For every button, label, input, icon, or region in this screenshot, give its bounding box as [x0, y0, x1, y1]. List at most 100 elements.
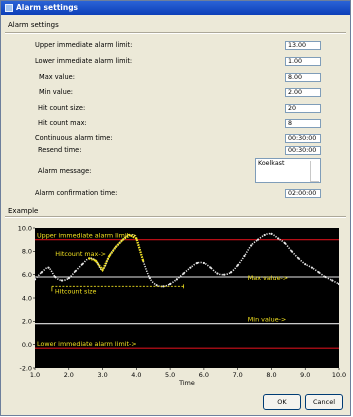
- example-divider: [5, 216, 346, 218]
- data-point: [243, 254, 246, 258]
- data-point: [162, 285, 165, 288]
- x-tick-label: 10.0: [332, 371, 346, 379]
- settings-group-title: Alarm settings: [8, 21, 59, 29]
- lower-limit-label: Lower immediate alarm limit:: [35, 57, 133, 65]
- example-chart: 10.0 8.0 6.0 4.0 2.0 0.0 -2.01.0 2.0 3.0 4.0 5.0 6.…: [18, 224, 346, 387]
- data-point: [114, 245, 118, 248]
- alarm-message-input[interactable]: Koelkast: [255, 158, 321, 183]
- data-point: [229, 271, 233, 274]
- data-point: [317, 271, 320, 274]
- lower-limit-annotation: Lower immediate alarm limit->: [37, 340, 137, 348]
- hit-count-max-input[interactable]: 8: [285, 119, 321, 128]
- settings-divider: [5, 32, 346, 34]
- y-tick-label: 0.0: [22, 341, 32, 349]
- data-point: [250, 244, 253, 247]
- data-point: [216, 272, 219, 275]
- data-point: [256, 238, 260, 241]
- data-point: [108, 254, 111, 258]
- hitcount-max-annotation: Hitcount max->: [55, 250, 106, 258]
- y-tick-label: 4.0: [22, 294, 32, 302]
- data-point: [94, 259, 97, 262]
- data-point: [283, 242, 287, 245]
- data-point: [263, 233, 266, 237]
- hitcount-size-annotation: Hitcount size: [55, 287, 97, 295]
- data-point: [202, 261, 205, 265]
- data-point: [141, 259, 145, 262]
- y-tick-label: 2.0: [22, 318, 32, 326]
- data-point: [182, 272, 185, 275]
- upper-limit-input[interactable]: 13.00: [285, 41, 321, 50]
- min-value-label: Min value:: [39, 88, 74, 96]
- continuous-alarm-time-input[interactable]: 00:30:00: [285, 134, 321, 143]
- data-point: [223, 273, 226, 276]
- data-point: [189, 266, 192, 269]
- message-scrollbar[interactable]: [310, 161, 319, 182]
- continuous-alarm-time-label: Continuous alarm time:: [35, 134, 113, 142]
- y-tick-label: -2.0: [20, 364, 32, 372]
- data-point: [148, 277, 151, 280]
- x-tick-label: 7.0: [233, 371, 243, 379]
- data-point: [209, 266, 212, 269]
- alarm-message-text: Koelkast: [258, 160, 285, 167]
- y-tick-label: 6.0: [22, 271, 32, 279]
- value-curve: [34, 232, 340, 288]
- resend-time-input[interactable]: 00:30:00: [285, 146, 321, 155]
- upper-limit-label: Upper immediate alarm limit:: [35, 41, 133, 49]
- plot-area: [35, 228, 339, 368]
- upper-limit-annotation: Upper immediate alarm limit->: [37, 232, 137, 240]
- x-tick-label: 5.0: [165, 371, 175, 379]
- data-point: [290, 250, 293, 253]
- x-tick-label: 3.0: [97, 371, 107, 379]
- min-value-input[interactable]: 2.00: [285, 88, 321, 97]
- max-value-label: Max value:: [39, 73, 75, 81]
- y-tick-label: 10.0: [18, 224, 32, 232]
- max-value-input[interactable]: 8.00: [285, 73, 321, 82]
- lower-limit-input[interactable]: 1.00: [285, 57, 321, 66]
- data-point: [54, 275, 57, 279]
- x-axis-label: Time: [178, 379, 195, 387]
- x-tick-label: 8.0: [266, 371, 276, 379]
- data-point: [128, 233, 131, 237]
- data-point: [196, 261, 199, 265]
- data-point: [175, 278, 178, 281]
- data-point: [40, 271, 43, 274]
- data-point: [236, 264, 239, 267]
- cancel-button[interactable]: Cancel: [305, 394, 343, 410]
- ok-button[interactable]: OK: [263, 394, 301, 410]
- data-point: [297, 257, 300, 260]
- data-point: [337, 282, 341, 286]
- data-point: [67, 277, 70, 280]
- title-bar: Alarm settings: [1, 1, 350, 15]
- x-tick-label: 2.0: [64, 371, 74, 379]
- data-point: [331, 279, 334, 282]
- data-point: [101, 268, 104, 272]
- hit-count-size-input[interactable]: 20: [285, 104, 321, 113]
- data-point: [310, 266, 314, 269]
- x-tick-label: 4.0: [131, 371, 141, 379]
- data-point: [169, 282, 172, 286]
- data-point: [121, 238, 124, 241]
- data-point: [74, 270, 77, 273]
- hit-count-size-label: Hit count size:: [38, 104, 86, 112]
- min-value-annotation: Min value->: [248, 316, 286, 324]
- x-tick-label: 6.0: [199, 371, 209, 379]
- data-point: [47, 266, 50, 269]
- data-point: [324, 275, 327, 279]
- alarm-confirmation-time-input[interactable]: 02:00:00: [285, 189, 321, 198]
- data-point: [304, 263, 307, 266]
- window-icon: [5, 4, 13, 12]
- data-point: [135, 237, 138, 240]
- resend-time-label: Resend time:: [38, 146, 82, 154]
- data-point: [87, 257, 91, 260]
- alarm-confirmation-time-label: Alarm confirmation time:: [35, 189, 118, 197]
- data-point: [81, 263, 84, 266]
- data-point: [270, 232, 273, 235]
- alarm-message-label: Alarm message:: [38, 167, 92, 175]
- max-value-annotation: Max value->: [248, 274, 288, 282]
- y-tick-label: 8.0: [22, 248, 32, 256]
- x-tick-label: 9.0: [300, 371, 310, 379]
- data-point: [155, 284, 158, 287]
- data-point: [277, 237, 280, 240]
- data-point: [60, 279, 64, 282]
